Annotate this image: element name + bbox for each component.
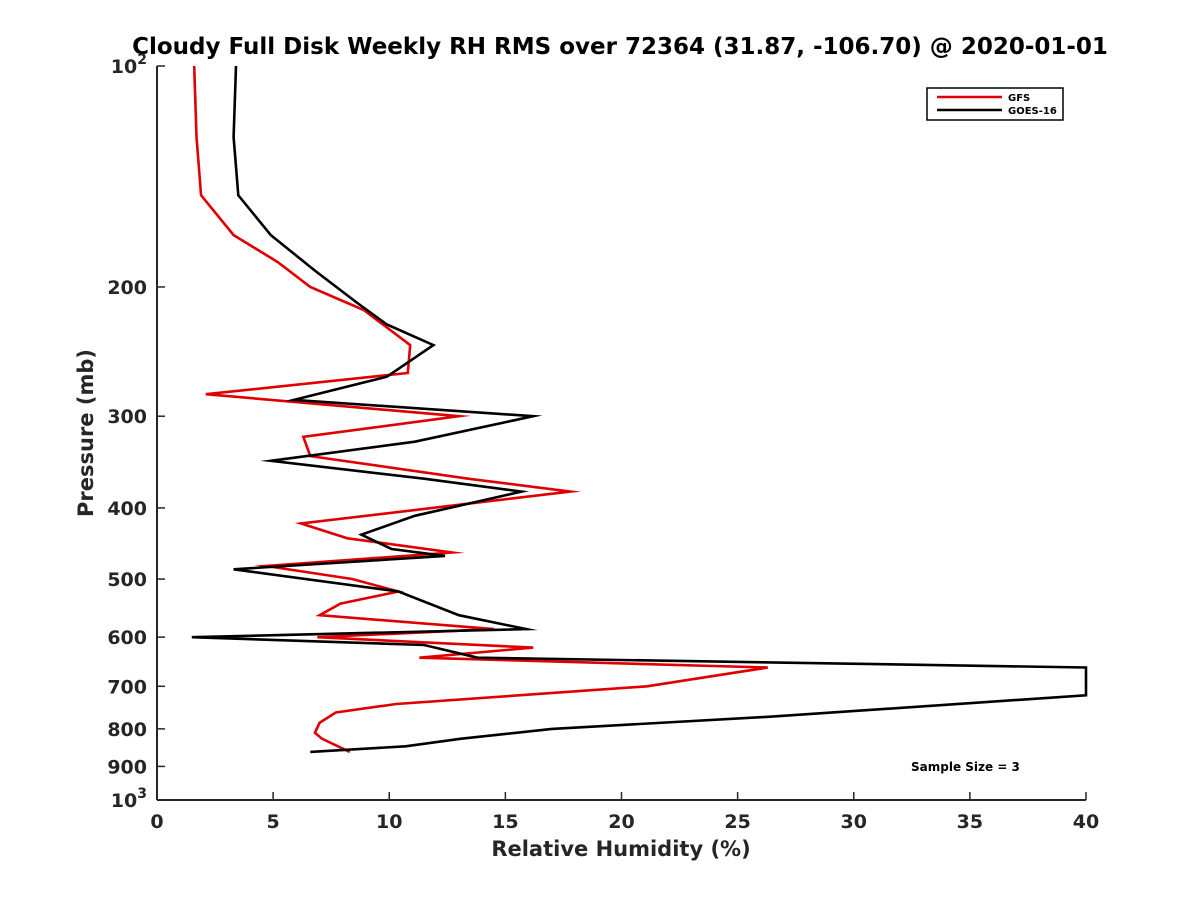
x-tick-label: 25 [724,811,750,833]
series-line-gfs [192,65,768,754]
x-axis-ticks: 0 5 10 15 20 25 30 35 40 [150,792,1099,833]
series-lines [191,65,1088,754]
series-line-goes-16 [191,65,1088,754]
y-axis-label: Pressure (mb) [74,349,98,517]
y-tick-label: 102 [111,52,147,78]
sample-size-annotation: Sample Size = 3 [911,760,1020,774]
y-tick-label: 500 [107,569,147,591]
x-tick-label: 10 [376,811,402,833]
y-tick-label: 103 [111,786,147,812]
y-tick-label: 700 [107,676,147,698]
chart-title: Cloudy Full Disk Weekly RH RMS over 7236… [132,34,1108,60]
y-tick-label: 600 [107,627,147,649]
x-tick-label: 40 [1073,811,1099,833]
x-tick-label: 15 [492,811,518,833]
plot-area [156,66,1086,801]
legend-box [926,87,1064,121]
y-tick-label: 800 [107,719,147,741]
x-tick-label: 30 [841,811,867,833]
y-tick-label: 400 [107,498,147,520]
y-tick-label: 900 [107,756,147,778]
x-tick-label: 20 [608,811,634,833]
legend: GFS GOES-16 [926,87,1064,121]
legend-label-goes-16: GOES-16 [1008,106,1057,117]
y-tick-label: 200 [107,277,147,299]
x-tick-label: 5 [267,811,280,833]
y-tick-label: 300 [107,406,147,428]
x-tick-label: 35 [957,811,983,833]
x-tick-label: 0 [150,811,163,833]
y-axis-ticks: 102 200 300 400 500 600 700 800 900 103 [107,52,165,812]
legend-label-gfs: GFS [1008,93,1030,104]
x-axis-label: Relative Humidity (%) [491,837,750,861]
